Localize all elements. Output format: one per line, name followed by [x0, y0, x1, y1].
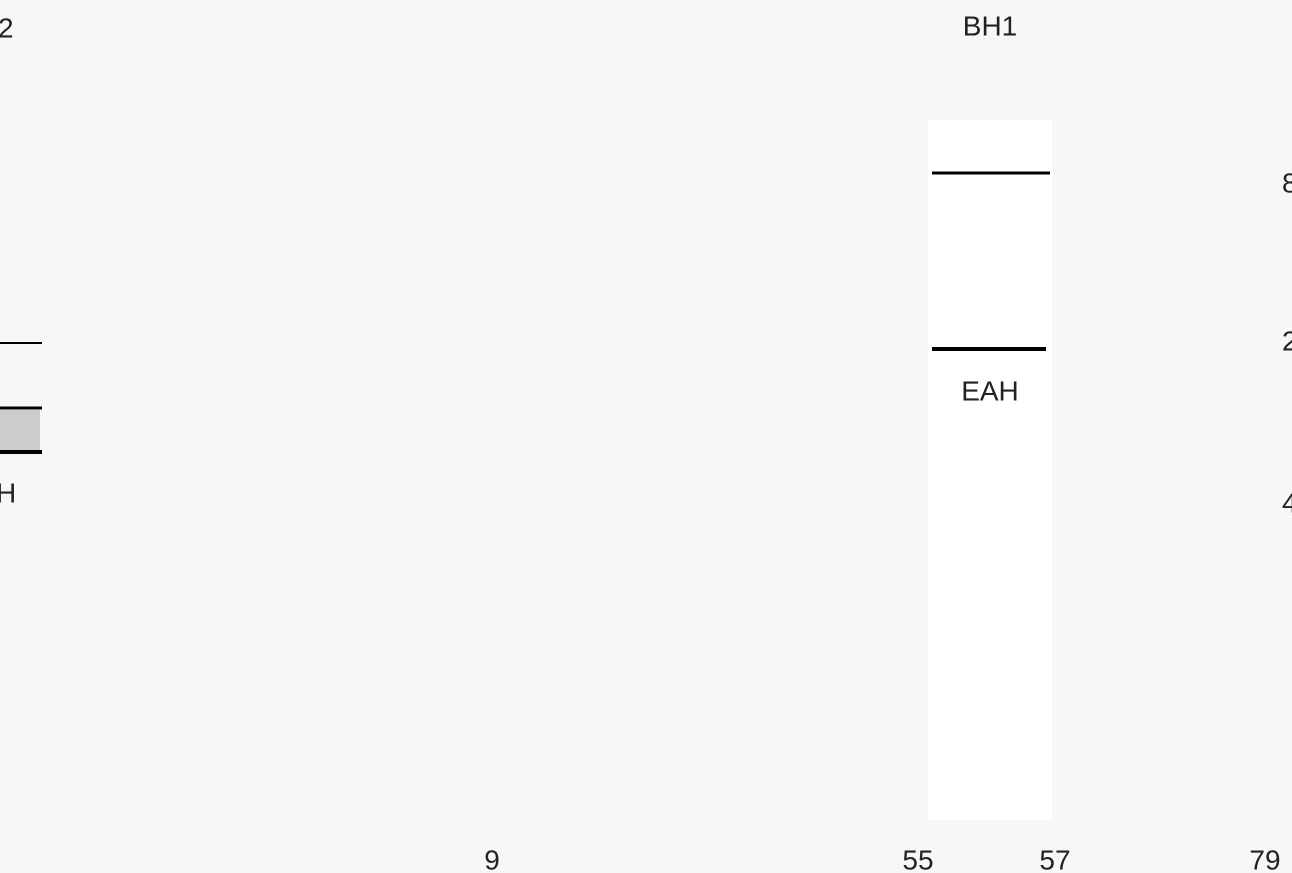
left-bottom-label: H	[0, 477, 16, 508]
borehole-unit: EAH	[961, 375, 1019, 406]
borehole-name: BH1	[963, 10, 1017, 41]
log-fill	[0, 410, 40, 450]
left-top-label: 2	[0, 12, 14, 43]
trace-number: 57	[1039, 844, 1070, 873]
borehole-background	[928, 120, 1052, 820]
borehole-column	[928, 120, 1052, 820]
right-edge-label: 4	[1282, 487, 1292, 518]
right-edge-label: 8	[1282, 167, 1292, 198]
right-edge-label: 2	[1282, 325, 1292, 356]
left-log	[0, 0, 42, 873]
trace-number: 55	[902, 844, 933, 873]
trace-number: 9	[484, 844, 500, 873]
trace-number: 79	[1249, 844, 1280, 873]
